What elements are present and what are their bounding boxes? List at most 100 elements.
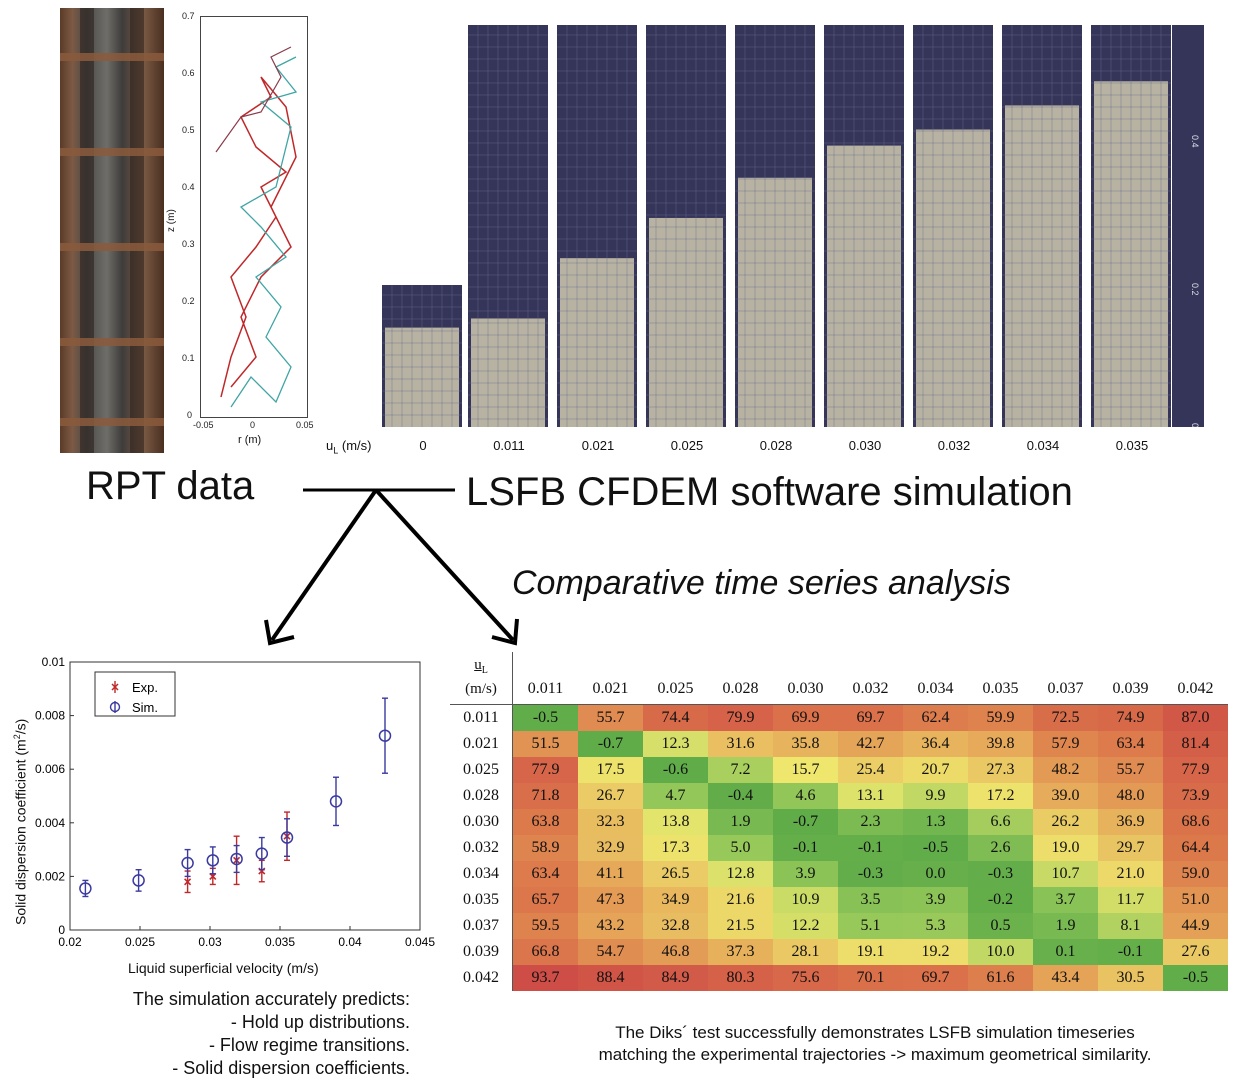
row-header: 0.042 bbox=[450, 965, 513, 991]
table-cell: 5.0 bbox=[708, 835, 773, 861]
table-cell: 1.3 bbox=[903, 809, 968, 835]
sim-caption-line: - Hold up distributions. bbox=[230, 1012, 410, 1032]
table-cell: 19.2 bbox=[903, 939, 968, 965]
table-cell: 48.0 bbox=[1098, 783, 1163, 809]
chart-ylabel: Solid dispersion coefficient (m2/s) bbox=[12, 718, 29, 925]
row-header: 0.037 bbox=[450, 913, 513, 939]
sim-column-label: 0.032 bbox=[937, 438, 971, 453]
table-cell: 61.6 bbox=[968, 965, 1033, 991]
rpt-label: RPT data bbox=[86, 464, 255, 508]
traj-ytick: 0.7 bbox=[182, 11, 195, 21]
x-tick-label: 0.025 bbox=[125, 935, 155, 949]
table-cell: 74.9 bbox=[1098, 704, 1163, 731]
table-cell: 87.0 bbox=[1163, 704, 1228, 731]
table-cell: 5.1 bbox=[838, 913, 903, 939]
table-cell: 13.1 bbox=[838, 783, 903, 809]
comparative-label: Comparative time series analysis bbox=[512, 564, 1011, 602]
table-cell: 71.8 bbox=[512, 783, 578, 809]
sim-caption-line: - Flow regime transitions. bbox=[208, 1035, 410, 1055]
table-cell: 69.7 bbox=[838, 704, 903, 731]
x-tick-label: 0.045 bbox=[405, 935, 435, 949]
table-cell: 70.1 bbox=[838, 965, 903, 991]
traj-xlabel: r (m) bbox=[238, 434, 262, 446]
table-cell: 10.0 bbox=[968, 939, 1033, 965]
table-cell: 44.9 bbox=[1163, 913, 1228, 939]
table-cell: 6.6 bbox=[968, 809, 1033, 835]
row-header: 0.028 bbox=[450, 783, 513, 809]
column-header: 0.042 bbox=[1163, 652, 1228, 705]
table-cell: 32.9 bbox=[578, 835, 643, 861]
sim-column-label: 0.030 bbox=[848, 438, 882, 453]
table-cell: 4.7 bbox=[643, 783, 708, 809]
table-cell: 0.5 bbox=[968, 913, 1033, 939]
table-cell: 36.9 bbox=[1098, 809, 1163, 835]
simulation-snapshots: 0 0.2 0.4 bbox=[382, 25, 1204, 427]
sim-column-label: 0.028 bbox=[759, 438, 793, 453]
column-header: 0.025 bbox=[643, 652, 708, 705]
table-row: 0.028 71.8 26.7 4.7 -0.4 4.6 13.1 9.9 17.2 39.0 48… bbox=[450, 783, 1228, 809]
diks-caption-line: matching the experimental trajectories -… bbox=[598, 1045, 1152, 1064]
table-cell: -0.5 bbox=[1163, 965, 1228, 991]
table-cell: 2.3 bbox=[838, 809, 903, 835]
table-cell: 68.6 bbox=[1163, 809, 1228, 835]
y-tick-label: 0.004 bbox=[35, 816, 65, 830]
table-cell: 3.9 bbox=[773, 861, 838, 887]
sim-scale-bar bbox=[1172, 25, 1204, 427]
legend-box bbox=[94, 671, 176, 717]
table-cell: 54.7 bbox=[578, 939, 643, 965]
sim-scale-tick: 0.4 bbox=[1190, 135, 1200, 148]
sim-scale-tick: 0.2 bbox=[1190, 283, 1200, 296]
table-cell: 77.9 bbox=[1163, 757, 1228, 783]
table-cell: 66.8 bbox=[512, 939, 578, 965]
sim-point bbox=[230, 852, 243, 866]
sim-point bbox=[280, 831, 294, 844]
table-cell: 10.9 bbox=[773, 887, 838, 913]
sim-column-label: 0.035 bbox=[1115, 438, 1149, 453]
table-cell: 25.4 bbox=[838, 757, 903, 783]
table-corner: uL (m/s) bbox=[450, 652, 513, 705]
table-cell: 27.3 bbox=[968, 757, 1033, 783]
table-cell: 88.4 bbox=[578, 965, 643, 991]
table-cell: 26.5 bbox=[643, 861, 708, 887]
column-header: 0.030 bbox=[773, 652, 838, 705]
table-cell: 29.7 bbox=[1098, 835, 1163, 861]
table-cell: 79.9 bbox=[708, 704, 773, 731]
table-cell: 73.9 bbox=[1163, 783, 1228, 809]
table-cell: 42.7 bbox=[838, 731, 903, 757]
sim-caption-line: - Solid dispersion coefficients. bbox=[172, 1058, 410, 1078]
x-tick-label: 0.04 bbox=[338, 935, 362, 949]
sim-point bbox=[132, 874, 145, 887]
table-cell: 80.3 bbox=[708, 965, 773, 991]
table-cell: 59.9 bbox=[968, 704, 1033, 731]
table-cell: 8.1 bbox=[1098, 913, 1163, 939]
traj-ytick: 0.1 bbox=[182, 353, 195, 363]
table-cell: -0.3 bbox=[838, 861, 903, 887]
row-header: 0.025 bbox=[450, 757, 513, 783]
table-cell: 63.4 bbox=[1098, 731, 1163, 757]
table-cell: 59.5 bbox=[512, 913, 578, 939]
table-cell: 41.1 bbox=[578, 861, 643, 887]
column-header: 0.032 bbox=[838, 652, 903, 705]
table-cell: 55.7 bbox=[1098, 757, 1163, 783]
table-cell: 74.4 bbox=[643, 704, 708, 731]
y-tick-label: 0.002 bbox=[35, 869, 65, 883]
table-cell: -0.4 bbox=[708, 783, 773, 809]
table-cell: 11.7 bbox=[1098, 887, 1163, 913]
y-tick-label: 0.01 bbox=[42, 655, 66, 669]
table-cell: 9.9 bbox=[903, 783, 968, 809]
table-cell: 21.5 bbox=[708, 913, 773, 939]
table-cell: 7.2 bbox=[708, 757, 773, 783]
table-cell: 69.7 bbox=[903, 965, 968, 991]
column-header: 0.028 bbox=[708, 652, 773, 705]
table-row: 0.011 -0.5 55.7 74.4 79.9 69.9 69.7 62.4 59.9 72.… bbox=[450, 704, 1228, 731]
table-cell: 39.8 bbox=[968, 731, 1033, 757]
table-cell: 51.5 bbox=[512, 731, 578, 757]
sim-point bbox=[206, 854, 220, 867]
legend-entry: Exp. bbox=[132, 680, 158, 695]
table-cell: -0.5 bbox=[512, 704, 578, 731]
column-header: 0.035 bbox=[968, 652, 1033, 705]
table-cell: 27.6 bbox=[1163, 939, 1228, 965]
traj-ytick: 0.3 bbox=[182, 239, 195, 249]
table-cell: 43.2 bbox=[578, 913, 643, 939]
table-cell: 65.7 bbox=[512, 887, 578, 913]
